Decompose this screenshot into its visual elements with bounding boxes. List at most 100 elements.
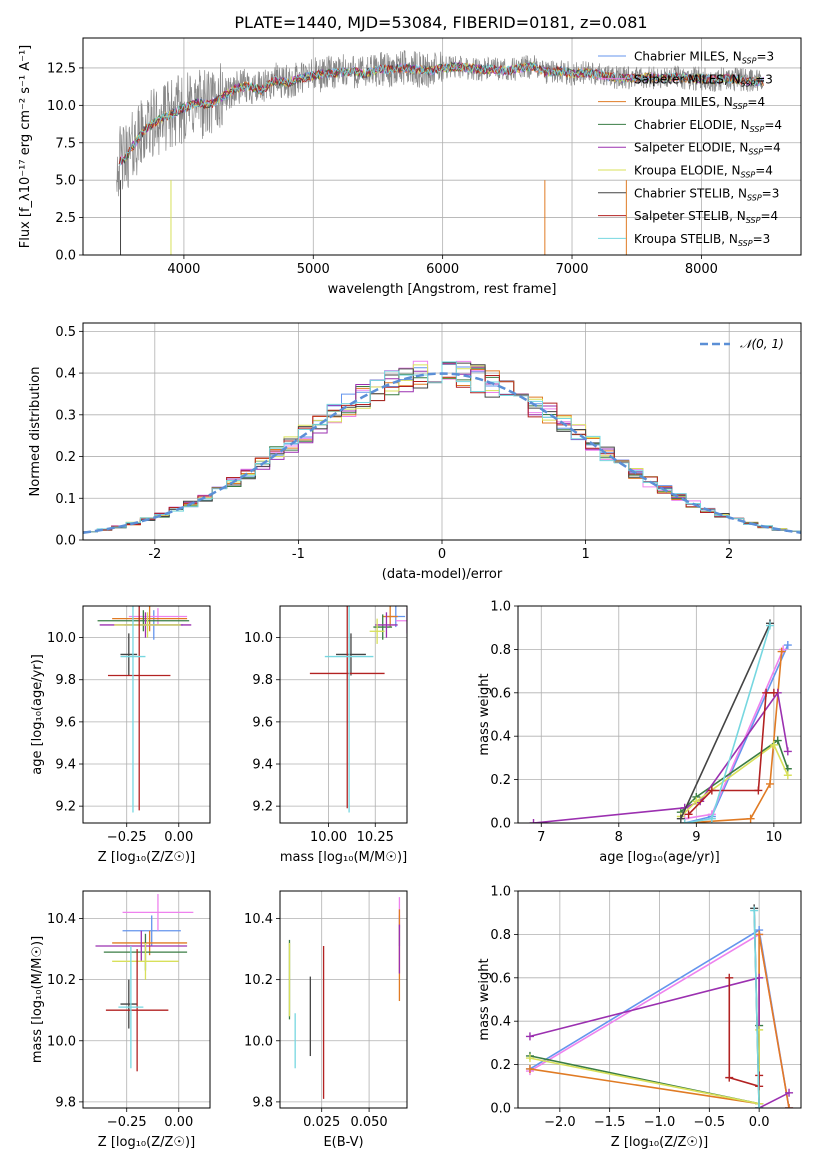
x-tick-label: 6000 (426, 262, 459, 277)
weight-line (753, 910, 760, 1108)
panel-mass-vs-EBV: 0.025 0.050 9.8 10.0 10.2 10.4 E(B-V) (244, 890, 408, 1150)
error-bar-point (105, 949, 169, 1072)
x-tick-label: 4000 (167, 262, 200, 277)
plus-marker (755, 1104, 764, 1108)
y-tick-label: 10.0 (244, 1034, 273, 1049)
plus-marker (754, 786, 763, 795)
plus-marker (525, 1054, 534, 1063)
plus-marker (765, 779, 774, 788)
plus-marker (777, 647, 786, 656)
legend-nssp-label: , N (721, 232, 738, 246)
y-tick-label: 10.0 (47, 99, 76, 114)
axes-frame (82, 890, 211, 1109)
error-bar-point (112, 606, 188, 632)
y-tick-label: 0.0 (490, 1102, 511, 1117)
plus-marker (783, 771, 792, 780)
y-axis-label: Flux [f_λ10⁻¹⁷ erg cm⁻² s⁻¹ A⁻¹] (18, 45, 33, 249)
x-axis-label: age [log₁₀(age/yr)] (599, 850, 720, 865)
panel-residuals: -2 -1 0 1 2 0.0 0.1 0.2 0.3 0.4 0.5 (data-model)/er… (28, 322, 802, 582)
plus-marker (785, 1104, 794, 1108)
error-bar-point (120, 606, 146, 813)
y-tick-label: 2.5 (55, 211, 76, 226)
legend-nssp-value: 4 (771, 209, 779, 223)
legend-nssp-subscript: SSP (741, 171, 756, 180)
legend-nssp-label: , N (716, 95, 733, 109)
plot-area-age-vs-mass (309, 606, 407, 813)
y-tick-label: 1.0 (490, 885, 511, 900)
y-axis-label: mass [log₁₀(M/M☉)] (30, 936, 45, 1063)
x-tick-label: 0.00 (164, 1115, 193, 1130)
x-axis-label: wavelength [Angstrom, rest frame] (328, 282, 557, 297)
legend-nssp-subscript: SSP (750, 125, 765, 134)
y-tick-label: 10.0 (244, 631, 273, 646)
x-axis-label: Z [log₁₀(Z/Z☉)] (611, 1135, 708, 1150)
legend: 𝒩(0, 1) (700, 337, 784, 351)
plus-marker (707, 786, 716, 795)
y-tick-label: 10.4 (47, 912, 76, 927)
legend-nssp-value: 4 (773, 141, 781, 155)
y-tick-label: 0.6 (490, 971, 511, 986)
x-axis-label: Z [log₁₀(Z/Z☉)] (98, 1135, 195, 1150)
x-tick-label: −0.25 (107, 830, 147, 845)
error-bar-point (395, 608, 407, 634)
plot-area-mass-vs-Z (95, 894, 194, 1072)
plus-marker (525, 1032, 534, 1041)
x-tick-label: 7000 (555, 262, 588, 277)
legend-entry: Chabrier ELODIE, NSSP=4 (634, 118, 782, 134)
plus-marker (525, 1064, 534, 1073)
legend-entry: Chabrier STELIB, NSSP=3 (634, 186, 779, 202)
legend-nssp-value: 4 (757, 95, 765, 109)
error-bar-point (128, 608, 188, 625)
plus-marker (680, 819, 689, 823)
x-tick-label: −0.5 (694, 1115, 726, 1130)
x-tick-label: 0.00 (164, 830, 193, 845)
legend-series-name: Chabrier ELODIE (634, 118, 733, 132)
legend-series-name: Salpeter MILES (634, 72, 724, 86)
legend-nssp-value: 3 (765, 72, 773, 86)
error-bar-point (309, 606, 385, 809)
y-tick-label: 0.1 (55, 492, 76, 507)
legend-series-name: Chabrier STELIB (634, 186, 730, 200)
legend-nssp-label: , N (732, 141, 749, 155)
y-tick-label: 0.0 (490, 817, 511, 832)
legend-series-name: Kroupa ELODIE (634, 164, 724, 178)
legend-entry: Salpeter MILES, NSSP=3 (634, 72, 773, 88)
legend-equals: = (753, 232, 763, 246)
y-tick-label: 9.8 (252, 673, 273, 688)
y-tick-label: 9.4 (55, 758, 76, 773)
plus-marker (529, 819, 538, 823)
x-axis-label: mass [log₁₀(M/M☉)] (280, 850, 407, 865)
legend-equals: = (756, 50, 766, 64)
plus-marker (769, 688, 778, 697)
y-tick-label: 9.2 (55, 800, 76, 815)
legend-nssp-subscript: SSP (742, 57, 757, 66)
y-tick-label: 0.6 (490, 686, 511, 701)
plus-marker (725, 1073, 734, 1082)
axes-frame (517, 605, 802, 824)
y-tick-label: 9.8 (55, 1095, 76, 1110)
legend-equals: = (755, 72, 765, 86)
x-tick-label: 9 (692, 830, 700, 845)
panel-weight-vs-Z: −2.0 −1.5 −1.0 −0.5 0.0 0.0 0.2 0.4 0.6 0.8 1.0 Z [… (477, 885, 802, 1150)
legend-series-name: Salpeter STELIB (634, 209, 729, 223)
axes-frame (279, 890, 408, 1109)
y-tick-label: 10.2 (244, 973, 273, 988)
panel-age-vs-mass: 10.00 10.25 9.2 9.4 9.6 9.8 10.0 mass [log₁₀(M/… (244, 605, 408, 865)
y-tick-label: 1.0 (490, 600, 511, 615)
y-axis-label: mass weight (477, 673, 492, 755)
plot-area-residuals (83, 360, 801, 534)
legend-entry: Salpeter STELIB, NSSP=4 (634, 209, 778, 225)
y-tick-label: 9.2 (252, 800, 273, 815)
weight-line (680, 743, 789, 818)
x-tick-label: −1.5 (594, 1115, 626, 1130)
plot-area-weight-vs-age (529, 619, 792, 823)
x-tick-label: −0.25 (107, 1115, 147, 1130)
y-tick-label: 10.0 (47, 1034, 76, 1049)
y-axis-label: age [log₁₀(age/yr)] (30, 654, 45, 775)
y-tick-label: 12.5 (47, 61, 76, 76)
x-tick-label: 10 (766, 830, 783, 845)
plus-marker (676, 814, 685, 823)
legend-entry: Chabrier MILES, NSSP=3 (634, 50, 774, 66)
x-tick-label: 5000 (297, 262, 330, 277)
plus-marker (692, 797, 701, 806)
